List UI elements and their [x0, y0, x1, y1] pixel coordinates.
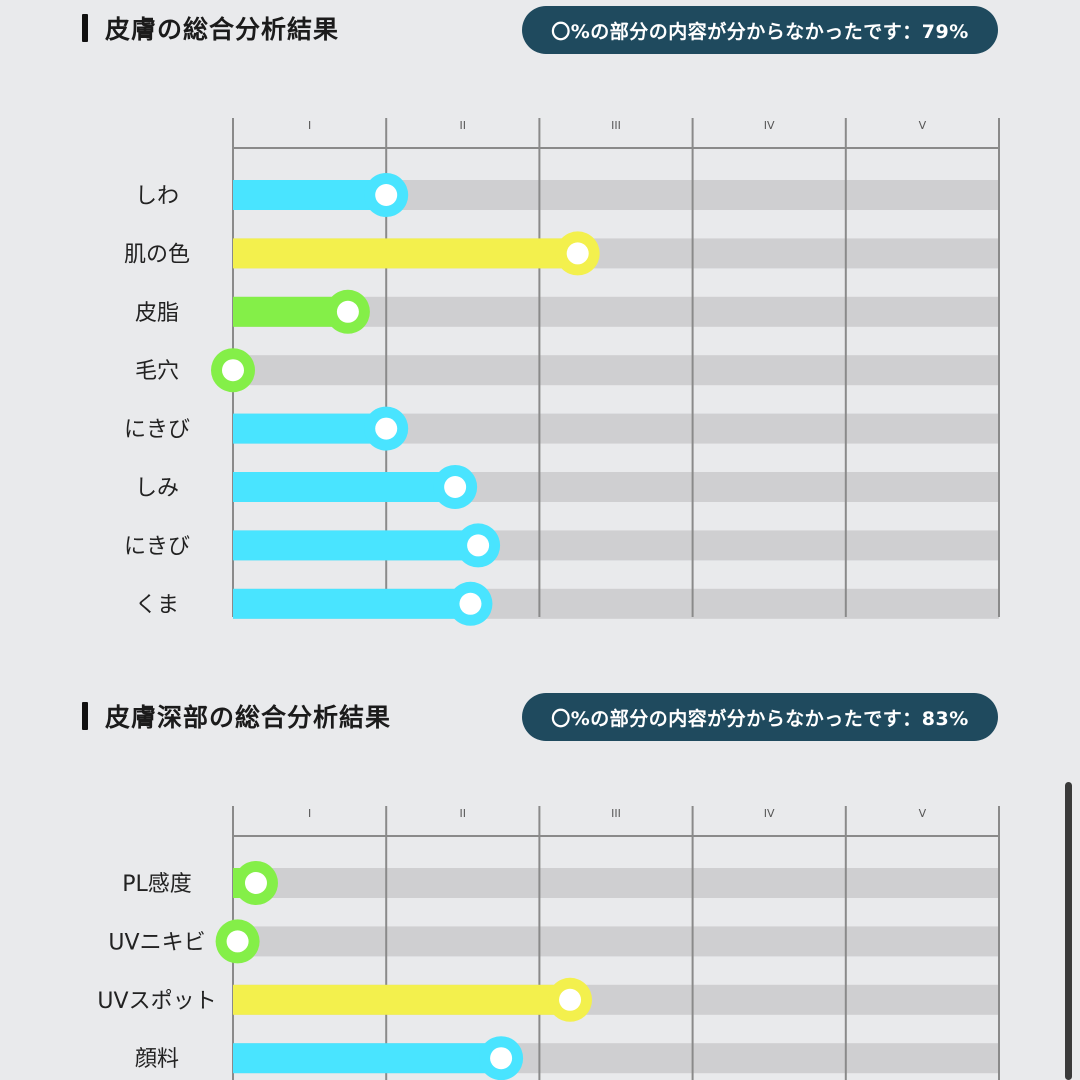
- bar-track: [233, 868, 999, 898]
- tick-label: III: [611, 807, 621, 820]
- bar: [233, 1043, 502, 1074]
- section-marker: [82, 14, 88, 42]
- tick-label: III: [611, 119, 621, 132]
- deep-skin-analysis-section: 皮膚深部の総合分析結果 〇%の部分の内容が分からなかったです：83% I II II…: [0, 680, 1080, 1080]
- bar-track: [233, 355, 999, 386]
- category-label: 皮脂: [135, 301, 179, 326]
- tick-label: V: [919, 119, 927, 132]
- bar-marker-center: [222, 359, 244, 382]
- tick-label: II: [460, 119, 467, 132]
- tick-label: I: [308, 807, 311, 820]
- category-label: 肌の色: [124, 242, 190, 267]
- bar: [233, 984, 571, 1015]
- bar: [233, 413, 387, 444]
- category-label: UVスポット: [97, 989, 216, 1014]
- tick-label: V: [919, 807, 927, 820]
- status-badge: 〇%の部分の内容が分からなかったです：83%: [522, 693, 998, 741]
- bar: [233, 530, 479, 561]
- bar-marker-center: [566, 242, 589, 265]
- tick-label: I: [308, 119, 311, 132]
- category-label: 顔料: [135, 1047, 179, 1072]
- tick-label: IV: [764, 119, 775, 132]
- category-label: にきび: [124, 534, 190, 559]
- category-label: 毛穴: [135, 359, 179, 384]
- skin-analysis-section: 皮膚の総合分析結果 〇%の部分の内容が分からなかったです：79% I II III I…: [82, 6, 1000, 626]
- section-marker: [82, 702, 88, 730]
- bar-marker-center: [559, 988, 582, 1011]
- category-label: UVニキビ: [108, 930, 205, 955]
- tick-label: IV: [764, 807, 775, 820]
- bar-marker-center: [336, 300, 359, 323]
- bar: [233, 180, 387, 210]
- status-badge: 〇%の部分の内容が分からなかったです：79%: [522, 6, 998, 54]
- bar-marker-center: [226, 930, 249, 953]
- category-label: くま: [135, 593, 179, 618]
- bar: [233, 238, 578, 269]
- bar-marker-center: [375, 184, 398, 206]
- section-title: 皮膚深部の総合分析結果: [105, 703, 392, 732]
- bar-track: [233, 926, 999, 957]
- bar-marker-center: [467, 534, 490, 557]
- category-label: にきび: [124, 418, 190, 443]
- bar: [233, 588, 471, 619]
- scrollbar[interactable]: [1065, 782, 1072, 1080]
- bar-marker-center: [459, 592, 482, 615]
- section-title: 皮膚の総合分析結果: [105, 15, 340, 44]
- category-label: しわ: [135, 184, 179, 209]
- tick-label: II: [460, 807, 467, 820]
- bar-marker-center: [490, 1047, 513, 1070]
- category-label: しみ: [135, 476, 179, 501]
- bar-marker-center: [244, 872, 267, 894]
- bar-marker-center: [444, 476, 467, 498]
- category-label: PL感度: [122, 872, 192, 897]
- bar: [233, 472, 456, 502]
- bar-marker-center: [375, 417, 398, 440]
